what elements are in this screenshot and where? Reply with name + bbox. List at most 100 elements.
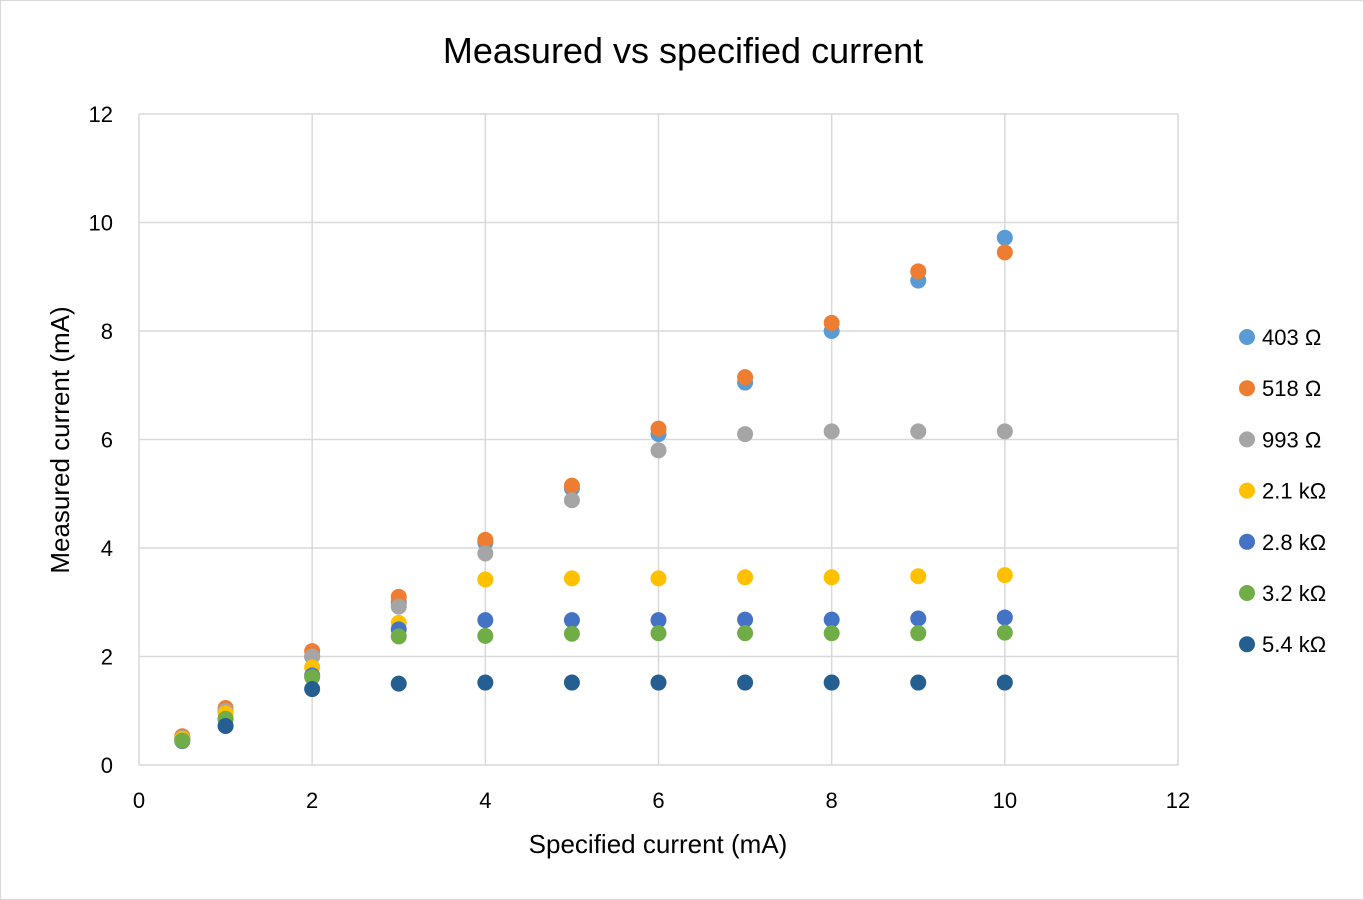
data-point [996,229,1013,246]
y-tick-label: 4 [101,536,113,561]
y-axis-title: Measured current (mA) [45,306,75,573]
data-point [737,625,754,642]
legend-item[interactable]: 2.8 kΩ [1239,530,1326,555]
data-point [650,442,667,459]
data-point [737,369,754,386]
y-tick-label: 10 [89,211,113,236]
data-point [563,674,580,691]
data-point [910,423,927,440]
legend-item[interactable]: 2.1 kΩ [1239,479,1326,504]
legend-item[interactable]: 3.2 kΩ [1239,581,1326,606]
x-tick-label: 8 [826,788,838,813]
data-points [174,229,1013,750]
data-point [823,611,840,628]
x-tick-label: 12 [1166,788,1190,813]
legend-item[interactable]: 993 Ω [1239,427,1321,452]
data-point [823,674,840,691]
chart-title: Measured vs specified current [443,30,923,71]
series-points [174,624,1013,749]
legend-marker [1239,533,1255,550]
data-point [737,611,754,628]
legend-marker [1239,431,1255,448]
y-tick-label: 8 [101,319,113,344]
y-tick-label: 0 [101,753,113,778]
legend-label: 5.4 kΩ [1262,632,1326,657]
data-point [823,569,840,586]
data-point [737,426,754,443]
series-points [217,674,1013,734]
data-point [823,625,840,642]
data-point [650,625,667,642]
data-point [563,492,580,509]
y-tick-label: 6 [101,428,113,453]
legend-marker [1239,636,1255,653]
data-point [477,531,494,548]
data-point [477,545,494,562]
data-point [304,681,321,698]
data-point [304,669,321,686]
data-point [737,569,754,586]
data-point [390,628,407,645]
y-axis-ticks: 0 2 4 6 8 10 12 [89,102,113,778]
data-point [174,732,191,749]
data-point [563,625,580,642]
data-point [996,624,1013,641]
x-tick-label: 4 [479,788,491,813]
data-point [650,420,667,437]
y-tick-label: 2 [101,645,113,670]
data-point [996,567,1013,584]
data-point [823,423,840,440]
data-point [996,423,1013,440]
legend-label: 518 Ω [1262,376,1321,401]
data-point [910,610,927,627]
x-tick-label: 2 [306,788,318,813]
data-point [910,263,927,280]
legend-item[interactable]: 403 Ω [1239,325,1321,350]
data-point [477,571,494,588]
data-point [563,570,580,587]
x-tick-label: 10 [993,788,1017,813]
data-point [477,627,494,644]
legend-label: 2.8 kΩ [1262,530,1326,555]
legend-label: 993 Ω [1262,427,1321,452]
data-point [390,598,407,615]
data-point [390,675,407,692]
legend-label: 2.1 kΩ [1262,479,1326,504]
data-point [996,244,1013,261]
data-point [910,625,927,642]
data-point [563,612,580,629]
data-point [563,477,580,494]
data-point [650,674,667,691]
data-point [650,612,667,629]
legend-marker [1239,380,1255,397]
legend-item[interactable]: 5.4 kΩ [1239,632,1326,657]
legend-label: 3.2 kΩ [1262,581,1326,606]
series-points [174,244,1013,745]
data-point [910,568,927,585]
data-point [650,570,667,587]
data-point [477,674,494,691]
legend-item[interactable]: 518 Ω [1239,376,1321,401]
x-axis-title: Specified current (mA) [529,829,788,859]
data-point [910,674,927,691]
grid-lines [138,113,1179,766]
legend-label: 403 Ω [1262,325,1321,350]
series-points [174,609,1013,750]
legend[interactable]: 403 Ω 518 Ω 993 Ω 2.1 kΩ 2.8 kΩ 3.2 kΩ 5.4 kΩ [1239,325,1326,657]
x-axis-ticks: 0 2 4 6 8 10 12 [133,788,1190,813]
x-tick-label: 0 [133,788,145,813]
x-tick-label: 6 [652,788,664,813]
data-point [996,674,1013,691]
legend-marker [1239,329,1255,345]
data-point [823,314,840,331]
data-point [217,717,234,734]
data-point [477,612,494,629]
series-points [174,229,1013,746]
y-tick-label: 12 [89,102,113,127]
legend-marker [1239,585,1255,601]
data-point [996,609,1013,626]
data-point [737,674,754,691]
legend-marker [1239,482,1255,499]
